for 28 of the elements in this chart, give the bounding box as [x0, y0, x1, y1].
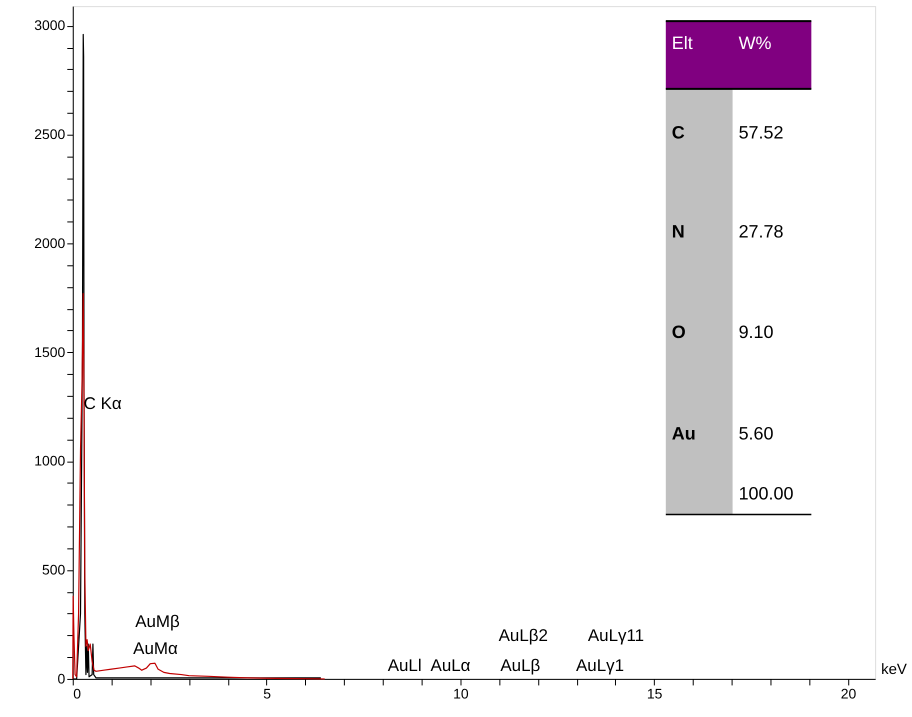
annotation: 27.78	[738, 221, 784, 242]
annotation: AuLβ2	[498, 626, 548, 646]
annotation: AuMα	[133, 639, 178, 658]
annotation: 5.60	[738, 424, 774, 444]
x-tick-label: 0	[73, 685, 82, 702]
annotation: AuLβ	[500, 656, 540, 675]
annotation: AuMβ	[135, 612, 180, 632]
x-tick-label: 20	[840, 685, 856, 702]
line-series	[72, 292, 326, 680]
x-axis-title: keV	[881, 660, 907, 678]
x-tick-label: 10	[453, 685, 469, 702]
y-tick-label: 0	[58, 670, 66, 686]
y-tick-label: 1000	[34, 452, 66, 469]
annotation: AuLγ1	[576, 656, 624, 675]
annotation: AuLγ11	[588, 626, 644, 646]
annotation: 57.52	[738, 122, 784, 143]
y-tick-label: 2000	[34, 234, 66, 251]
annotation: AuLα	[430, 656, 471, 675]
y-tick-label: 3000	[34, 17, 66, 34]
annotation: C Kα	[84, 394, 122, 413]
annotation: AuLl	[388, 656, 422, 675]
y-tick-label: 1500	[34, 344, 66, 360]
x-tick-label: 15	[646, 685, 663, 702]
y-tick-label: 2500	[34, 126, 66, 142]
y-tick-label: 500	[42, 562, 66, 578]
annotation: 9.10	[738, 322, 774, 342]
x-tick-label: 5	[263, 685, 272, 702]
annotation: 100.00	[738, 484, 794, 504]
